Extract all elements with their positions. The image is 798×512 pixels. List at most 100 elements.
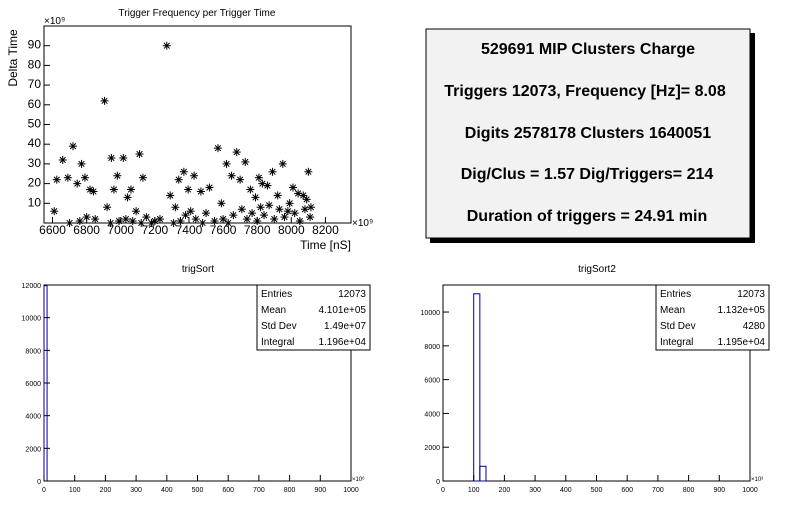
trigsort2-title: trigSort2 xyxy=(578,264,616,275)
trigsort2-x-tick-label: 800 xyxy=(683,487,695,494)
info-line-1: 529691 MIP Clusters Charge xyxy=(481,41,695,58)
trigsort-y-tick-label: 4000 xyxy=(25,414,41,421)
trigsort-title: trigSort xyxy=(182,264,214,275)
scatter-x-tick-label: 8000 xyxy=(278,223,305,237)
scatter-point xyxy=(304,167,313,176)
trigsort-stat-value-entries: 12073 xyxy=(338,289,366,300)
scatter-point xyxy=(273,191,282,200)
scatter-x-tick-label: 8200 xyxy=(312,223,339,237)
trigsort-x-ticks: 0 100 200 300 400 500 600 700 800 900 1000 xyxy=(42,475,359,494)
trigsort2-stat-label-mean: Mean xyxy=(660,305,685,316)
trigsort2-bin xyxy=(479,465,487,482)
trigsort-x-tick-label: 1000 xyxy=(343,487,359,494)
trigsort2-x-tick-label: 700 xyxy=(652,487,664,494)
trigsort2-stat-value-integral: 1.195e+04 xyxy=(717,337,765,348)
trigsort2-stats-box: Entries 12073 Mean 1.132e+05 Std Dev 428… xyxy=(655,284,770,351)
trigsort-x-tick-label: 800 xyxy=(284,487,296,494)
scatter-point xyxy=(290,209,299,218)
scatter-point xyxy=(80,173,89,182)
scatter-point xyxy=(229,211,238,220)
trigsort2-stat-value-entries: 12073 xyxy=(737,289,765,300)
scatter-point xyxy=(119,153,128,162)
trigsort-stats-frame xyxy=(256,284,371,351)
scatter-panel: Trigger Frequency per Trigger Time ×10⁹ … xyxy=(6,8,373,252)
scatter-point xyxy=(253,217,262,226)
trigsort-stat-value-mean: 4.101e+05 xyxy=(318,305,366,316)
scatter-point xyxy=(50,207,59,216)
scatter-y-tick-label: 90 xyxy=(28,38,42,52)
scatter-point xyxy=(256,203,265,212)
trigsort-y-tick-label: 2000 xyxy=(25,446,41,453)
trigsort2-y-tick-label: 10000 xyxy=(421,310,441,317)
x-axis-label: Time [nS] xyxy=(300,238,351,252)
scatter-point xyxy=(65,219,74,227)
trigsort-y-ticks: 0 2000 4000 6000 8000 10000 12000 xyxy=(22,283,50,486)
trigsort-panel: trigSort 0 2000 4000 6000 8000 10000 12000 0 10… xyxy=(22,264,371,494)
scatter-point xyxy=(184,185,193,194)
scatter-x-tick-label: 7000 xyxy=(107,223,134,237)
trigsort2-y-tick-label: 4000 xyxy=(424,411,440,418)
trigsort2-stats-frame xyxy=(655,284,770,351)
scatter-point xyxy=(77,159,86,168)
trigsort2-panel: trigSort2 0 2000 4000 6000 8000 10000 0 100 200… xyxy=(421,264,770,494)
scatter-point xyxy=(73,179,82,188)
scatter-point xyxy=(306,213,315,222)
scatter-point xyxy=(263,181,272,190)
trigsort-y-tick-label: 10000 xyxy=(22,316,42,323)
y-exponent-label: ×10⁹ xyxy=(44,16,65,27)
scatter-point xyxy=(299,191,308,200)
scatter-point xyxy=(176,217,185,226)
scatter-point xyxy=(132,207,141,216)
scatter-point xyxy=(222,159,231,168)
info-line-2: Triggers 12073, Frequency [Hz]= 8.08 xyxy=(444,83,726,100)
scatter-point xyxy=(219,215,228,224)
scatter-x-tick-label: 7600 xyxy=(210,223,237,237)
trigsort-y-tick-label: 6000 xyxy=(25,381,41,388)
info-box-panel xyxy=(425,28,751,239)
trigsort2-y-tick-label: 2000 xyxy=(424,445,440,452)
trigsort2-y-tick-label: 0 xyxy=(436,479,440,486)
scatter-point xyxy=(137,219,146,227)
scatter-point xyxy=(82,213,91,222)
scatter-point xyxy=(217,199,226,208)
trigsort2-x-tick-label: 1000 xyxy=(742,487,758,494)
trigsort2-stat-value-mean: 1.132e+05 xyxy=(717,305,765,316)
scatter-point xyxy=(295,217,304,226)
scatter-point xyxy=(171,203,180,212)
scatter-point xyxy=(227,171,236,180)
scatter-point xyxy=(100,96,109,105)
trigsort2-bin xyxy=(473,293,481,482)
scatter-x-tick-label: 7200 xyxy=(142,223,169,237)
scatter-point xyxy=(300,205,309,214)
scatter-point xyxy=(63,173,72,182)
trigsort2-x-exponent: ×10³ xyxy=(751,477,763,483)
scatter-point xyxy=(280,213,289,222)
scatter-x-tick-label: 6600 xyxy=(39,223,66,237)
trigsort-stat-label-entries: Entries xyxy=(261,289,292,300)
trigsort2-y-tick-label: 6000 xyxy=(424,378,440,385)
info-line-4: Dig/Clus = 1.57 Dig/Triggers= 214 xyxy=(461,166,714,183)
scatter-point xyxy=(68,142,77,151)
scatter-point xyxy=(202,209,211,218)
trigsort2-y-tick-label: 8000 xyxy=(424,344,440,351)
trigsort2-x-tick-label: 600 xyxy=(621,487,633,494)
scatter-point xyxy=(268,167,277,176)
trigsort-stats-box: Entries 12073 Mean 4.101e+05 Std Dev 1.4… xyxy=(256,284,371,351)
scatter-y-ticks: 10 20 30 40 50 60 70 80 90 xyxy=(28,38,50,209)
scatter-point xyxy=(162,41,171,50)
scatter-y-tick-label: 80 xyxy=(28,57,42,71)
trigsort-stat-value-integral: 1.196e+04 xyxy=(318,337,366,348)
trigsort-x-tick-label: 100 xyxy=(69,487,81,494)
trigsort2-x-tick-label: 900 xyxy=(713,487,725,494)
scatter-point xyxy=(254,173,263,182)
trigsort-y-tick-label: 8000 xyxy=(25,348,41,355)
trigsort-x-tick-label: 300 xyxy=(130,487,142,494)
trigsort-stat-label-mean: Mean xyxy=(261,305,286,316)
scatter-x-tick-label: 7400 xyxy=(176,223,203,237)
scatter-y-tick-label: 20 xyxy=(28,176,42,190)
scatter-point xyxy=(232,148,241,157)
scatter-point xyxy=(179,167,188,176)
scatter-y-tick-label: 30 xyxy=(28,156,42,170)
scatter-point xyxy=(302,195,311,204)
